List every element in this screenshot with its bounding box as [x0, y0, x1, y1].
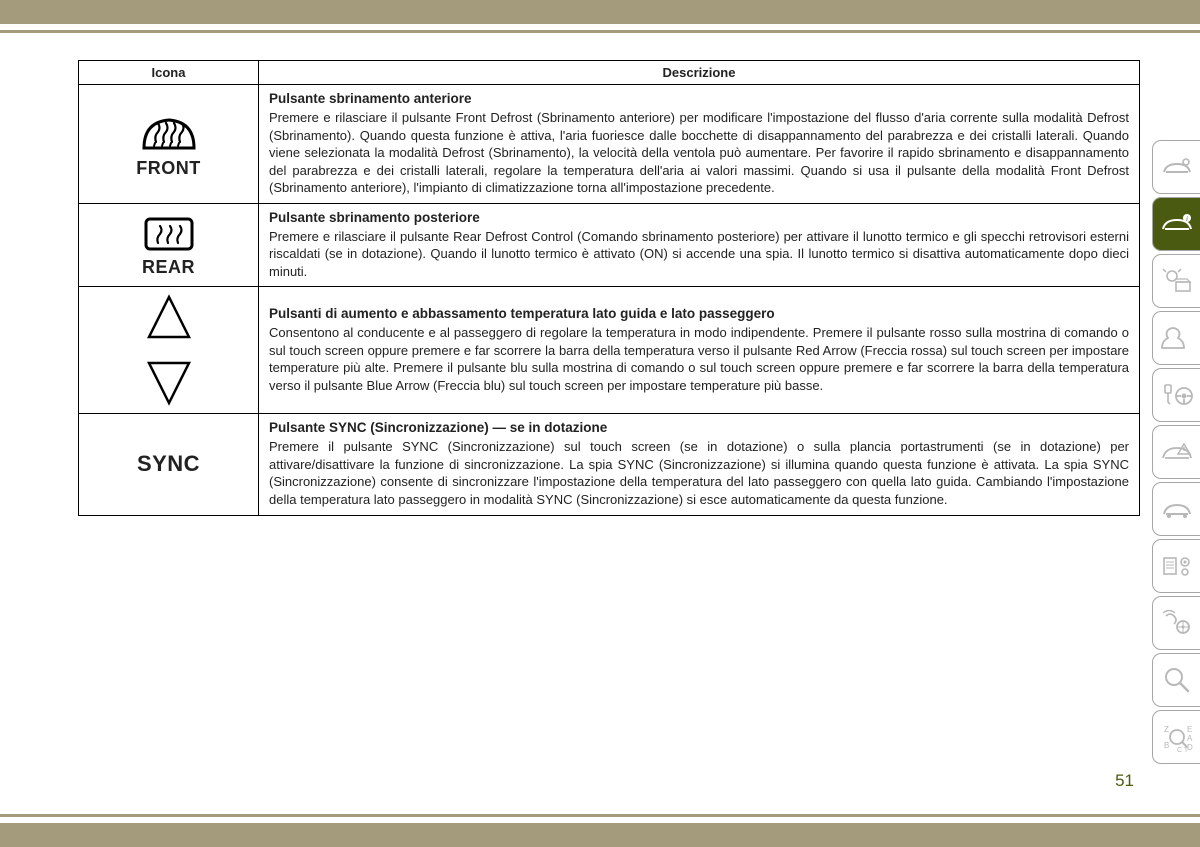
header-icon: Icona [79, 61, 259, 85]
sync-icon: SYNC [89, 451, 248, 477]
tab-service[interactable] [1152, 539, 1200, 593]
table-row: Pulsanti di aumento e abbassamento tempe… [79, 287, 1140, 414]
tab-dashboard-info[interactable]: i [1152, 197, 1200, 251]
svg-text:i: i [1186, 215, 1188, 223]
table-row: REAR Pulsante sbrinamento posteriore Pre… [79, 203, 1140, 287]
row-title: Pulsante sbrinamento posteriore [269, 210, 1129, 225]
bottom-decoration [0, 814, 1200, 847]
svg-text:A: A [1187, 734, 1193, 743]
table-row: SYNC Pulsante SYNC (Sincronizzazione) — … [79, 414, 1140, 515]
row-title: Pulsante SYNC (Sincronizzazione) — se in… [269, 420, 1129, 435]
row-body: Premere il pulsante SYNC (Sincronizzazio… [269, 438, 1129, 508]
tab-lights[interactable] [1152, 254, 1200, 308]
table-row: FRONT Pulsante sbrinamento anteriore Pre… [79, 85, 1140, 204]
side-navigation: i ZBEADC T [1152, 140, 1200, 764]
front-defrost-icon: FRONT [89, 108, 248, 179]
tab-index[interactable]: ZBEADC T [1152, 710, 1200, 764]
row-body: Premere e rilasciare il pulsante Front D… [269, 109, 1129, 197]
top-decoration [0, 0, 1200, 33]
tab-vehicle-front[interactable] [1152, 482, 1200, 536]
svg-text:C T: C T [1177, 747, 1189, 752]
svg-text:Z: Z [1164, 725, 1169, 734]
svg-text:B: B [1164, 741, 1169, 750]
tab-multimedia[interactable] [1152, 596, 1200, 650]
tab-seating[interactable] [1152, 311, 1200, 365]
svg-text:E: E [1187, 725, 1192, 734]
page-content: Icona Descrizione FR [78, 60, 1140, 787]
row-title: Pulsante sbrinamento anteriore [269, 91, 1129, 106]
tab-warning[interactable] [1152, 425, 1200, 479]
page-number: 51 [1115, 771, 1134, 791]
temp-arrows-icon [89, 293, 248, 407]
row-body: Consentono al conducente e al passeggero… [269, 324, 1129, 394]
header-desc: Descrizione [259, 61, 1140, 85]
tab-search[interactable] [1152, 653, 1200, 707]
tab-vehicle-overview[interactable] [1152, 140, 1200, 194]
row-title: Pulsanti di aumento e abbassamento tempe… [269, 306, 1129, 321]
controls-table: Icona Descrizione FR [78, 60, 1140, 516]
row-body: Premere e rilasciare il pulsante Rear De… [269, 228, 1129, 281]
rear-defrost-icon: REAR [89, 213, 248, 278]
tab-keys-steering[interactable] [1152, 368, 1200, 422]
